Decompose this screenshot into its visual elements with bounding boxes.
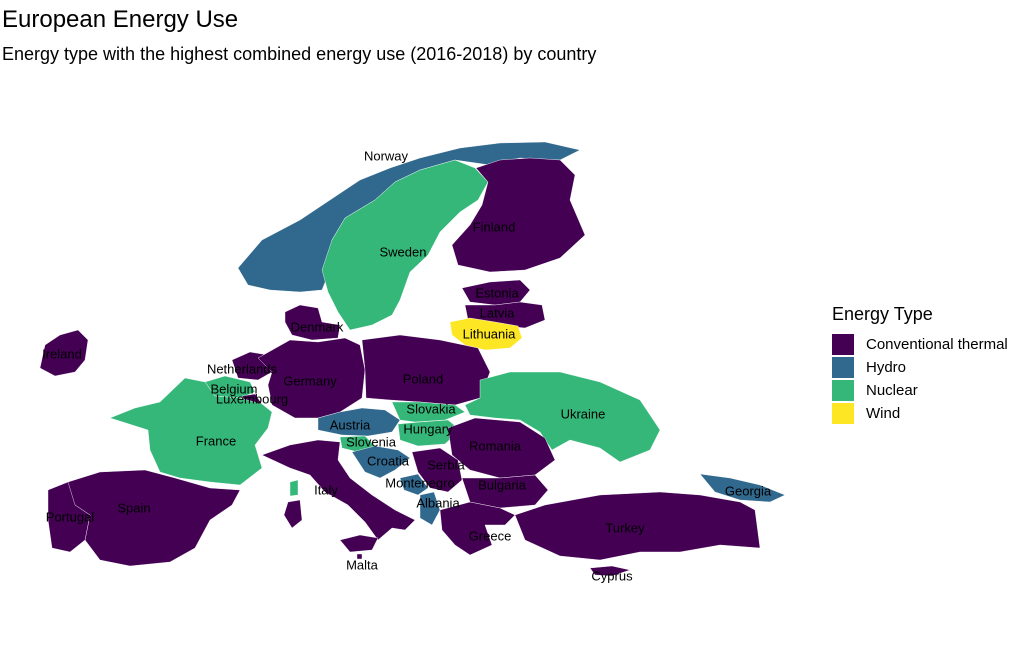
country-serbia [411,447,463,493]
map-title: European Energy Use [2,6,239,33]
legend-item-hydro: Hydro [832,356,1008,379]
label-greece: Greece [469,528,512,543]
label-belgium: Belgium [211,381,258,396]
legend-label: Hydro [866,359,907,376]
label-france: France [196,433,236,448]
country-france [109,377,273,486]
country-ireland [39,329,89,377]
country-turkey [514,491,761,561]
legend-label: Wind [866,405,901,422]
label-latvia: Latvia [480,305,515,320]
legend-label: Nuclear [866,382,918,399]
country-albania [419,491,441,526]
label-poland: Poland [403,371,443,386]
label-lithuania: Lithuania [463,326,517,341]
country-poland [361,334,491,406]
country-sicily [339,534,379,553]
label-netherlands: Netherlands [207,361,278,376]
label-georgia: Georgia [725,483,772,498]
map-subtitle: Energy type with the highest combined en… [2,44,597,64]
label-romania: Romania [469,438,522,453]
label-luxembourg: Luxembourg [216,391,288,406]
country-germany [257,337,366,419]
country-finland [451,157,586,273]
country-sardinia [283,499,303,529]
label-slovenia: Slovenia [346,434,397,449]
label-germany: Germany [283,373,337,388]
label-portugal: Portugal [46,509,95,524]
legend-swatch [832,334,854,355]
country-portugal [47,481,91,553]
label-slovakia: Slovakia [406,401,456,416]
label-denmark: Denmark [291,319,344,334]
label-bulgaria: Bulgaria [478,477,526,492]
country-malta [356,553,363,560]
legend-label: Conventional thermal [866,336,1008,353]
country-italy [261,439,416,541]
label-ireland: Ireland [42,346,82,361]
label-norway: Norway [364,148,409,163]
country-montenegro [399,473,429,496]
label-malta: Malta [346,557,379,572]
label-finland: Finland [473,219,516,234]
label-croatia: Croatia [367,453,410,468]
country-greece [439,501,516,556]
country-georgia [699,473,786,503]
country-romania [447,417,556,479]
legend-swatch [832,357,854,378]
legend: Energy Type Conventional thermal Hydro N… [832,304,1008,425]
label-hungary: Hungary [403,421,453,436]
legend-swatch [832,380,854,401]
country-lithuania [449,317,523,351]
legend-title: Energy Type [832,304,933,324]
legend-item-wind: Wind [832,402,1008,425]
label-montenegro: Montenegro [385,475,454,490]
country-croatia [351,445,411,479]
label-estonia: Estonia [475,285,519,300]
label-cyprus: Cyprus [591,568,633,583]
label-austria: Austria [330,417,371,432]
country-denmark [284,304,341,341]
label-albania: Albania [416,495,460,510]
label-turkey: Turkey [605,520,645,535]
legend-swatch [832,403,854,424]
label-sweden: Sweden [380,244,427,259]
legend-item-nuclear: Nuclear [832,379,1008,402]
label-italy: Italy [314,482,338,497]
label-spain: Spain [117,500,150,515]
country-estonia [461,279,531,306]
label-serbia: Serbia [427,457,465,472]
country-corsica [289,479,299,497]
label-ukraine: Ukraine [561,406,606,421]
country-austria [317,407,401,437]
legend-item-conventional-thermal: Conventional thermal [832,333,1008,356]
country-slovakia [391,401,466,423]
country-ukraine [464,371,661,463]
country-sweden [321,159,489,331]
country-cyprus [589,565,631,577]
